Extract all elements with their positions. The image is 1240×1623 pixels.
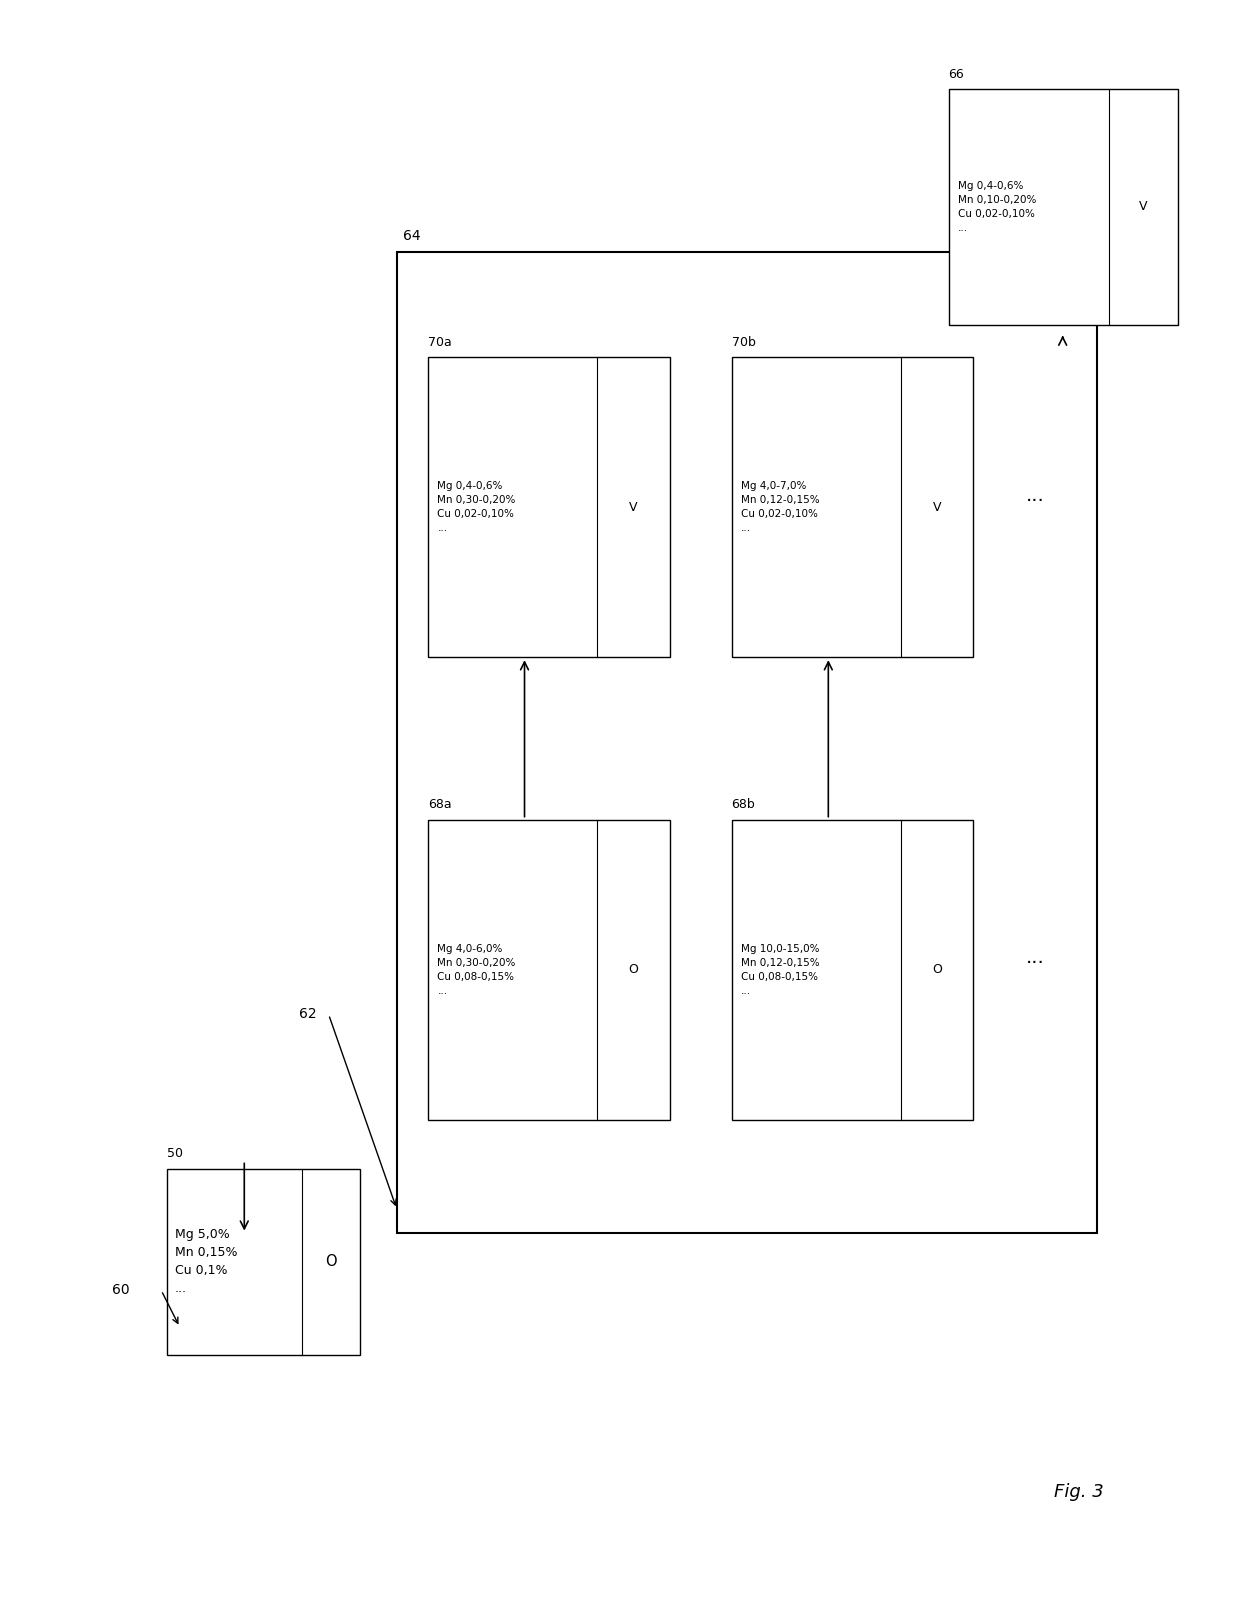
Bar	[949, 89, 1178, 325]
Bar	[167, 1169, 360, 1355]
Text: 62: 62	[299, 1008, 316, 1021]
Bar	[428, 357, 670, 657]
Text: 68a: 68a	[428, 799, 451, 812]
Text: 66: 66	[949, 68, 965, 81]
Text: Mg 0,4-0,6%
Mn 0,10-0,20%
Cu 0,02-0,10%
...: Mg 0,4-0,6% Mn 0,10-0,20% Cu 0,02-0,10% …	[957, 180, 1037, 234]
Text: 50: 50	[167, 1147, 184, 1160]
Text: 68b: 68b	[732, 799, 755, 812]
Text: ...: ...	[1025, 485, 1045, 505]
Text: 70a: 70a	[428, 336, 451, 349]
Text: O: O	[629, 962, 639, 977]
Bar	[732, 820, 973, 1120]
Text: Mg 4,0-6,0%
Mn 0,30-0,20%
Cu 0,08-0,15%
...: Mg 4,0-6,0% Mn 0,30-0,20% Cu 0,08-0,15% …	[438, 943, 516, 997]
Text: ...: ...	[1025, 948, 1045, 967]
Text: 70b: 70b	[732, 336, 755, 349]
Text: V: V	[629, 500, 637, 514]
Text: V: V	[1140, 200, 1148, 214]
Text: O: O	[325, 1255, 336, 1269]
Text: 64: 64	[403, 229, 420, 243]
Text: Mg 10,0-15,0%
Mn 0,12-0,15%
Cu 0,08-0,15%
...: Mg 10,0-15,0% Mn 0,12-0,15% Cu 0,08-0,15…	[742, 943, 820, 997]
Text: V: V	[932, 500, 941, 514]
Text: O: O	[932, 962, 942, 977]
Text: Mg 5,0%
Mn 0,15%
Cu 0,1%
...: Mg 5,0% Mn 0,15% Cu 0,1% ...	[175, 1229, 238, 1295]
Text: Mg 4,0-7,0%
Mn 0,12-0,15%
Cu 0,02-0,10%
...: Mg 4,0-7,0% Mn 0,12-0,15% Cu 0,02-0,10% …	[742, 480, 820, 534]
Text: Fig. 3: Fig. 3	[1054, 1483, 1104, 1501]
Bar	[428, 820, 670, 1120]
Text: 60: 60	[112, 1284, 129, 1297]
Bar	[732, 357, 973, 657]
Bar	[397, 252, 1097, 1233]
Text: Mg 0,4-0,6%
Mn 0,30-0,20%
Cu 0,02-0,10%
...: Mg 0,4-0,6% Mn 0,30-0,20% Cu 0,02-0,10% …	[438, 480, 516, 534]
